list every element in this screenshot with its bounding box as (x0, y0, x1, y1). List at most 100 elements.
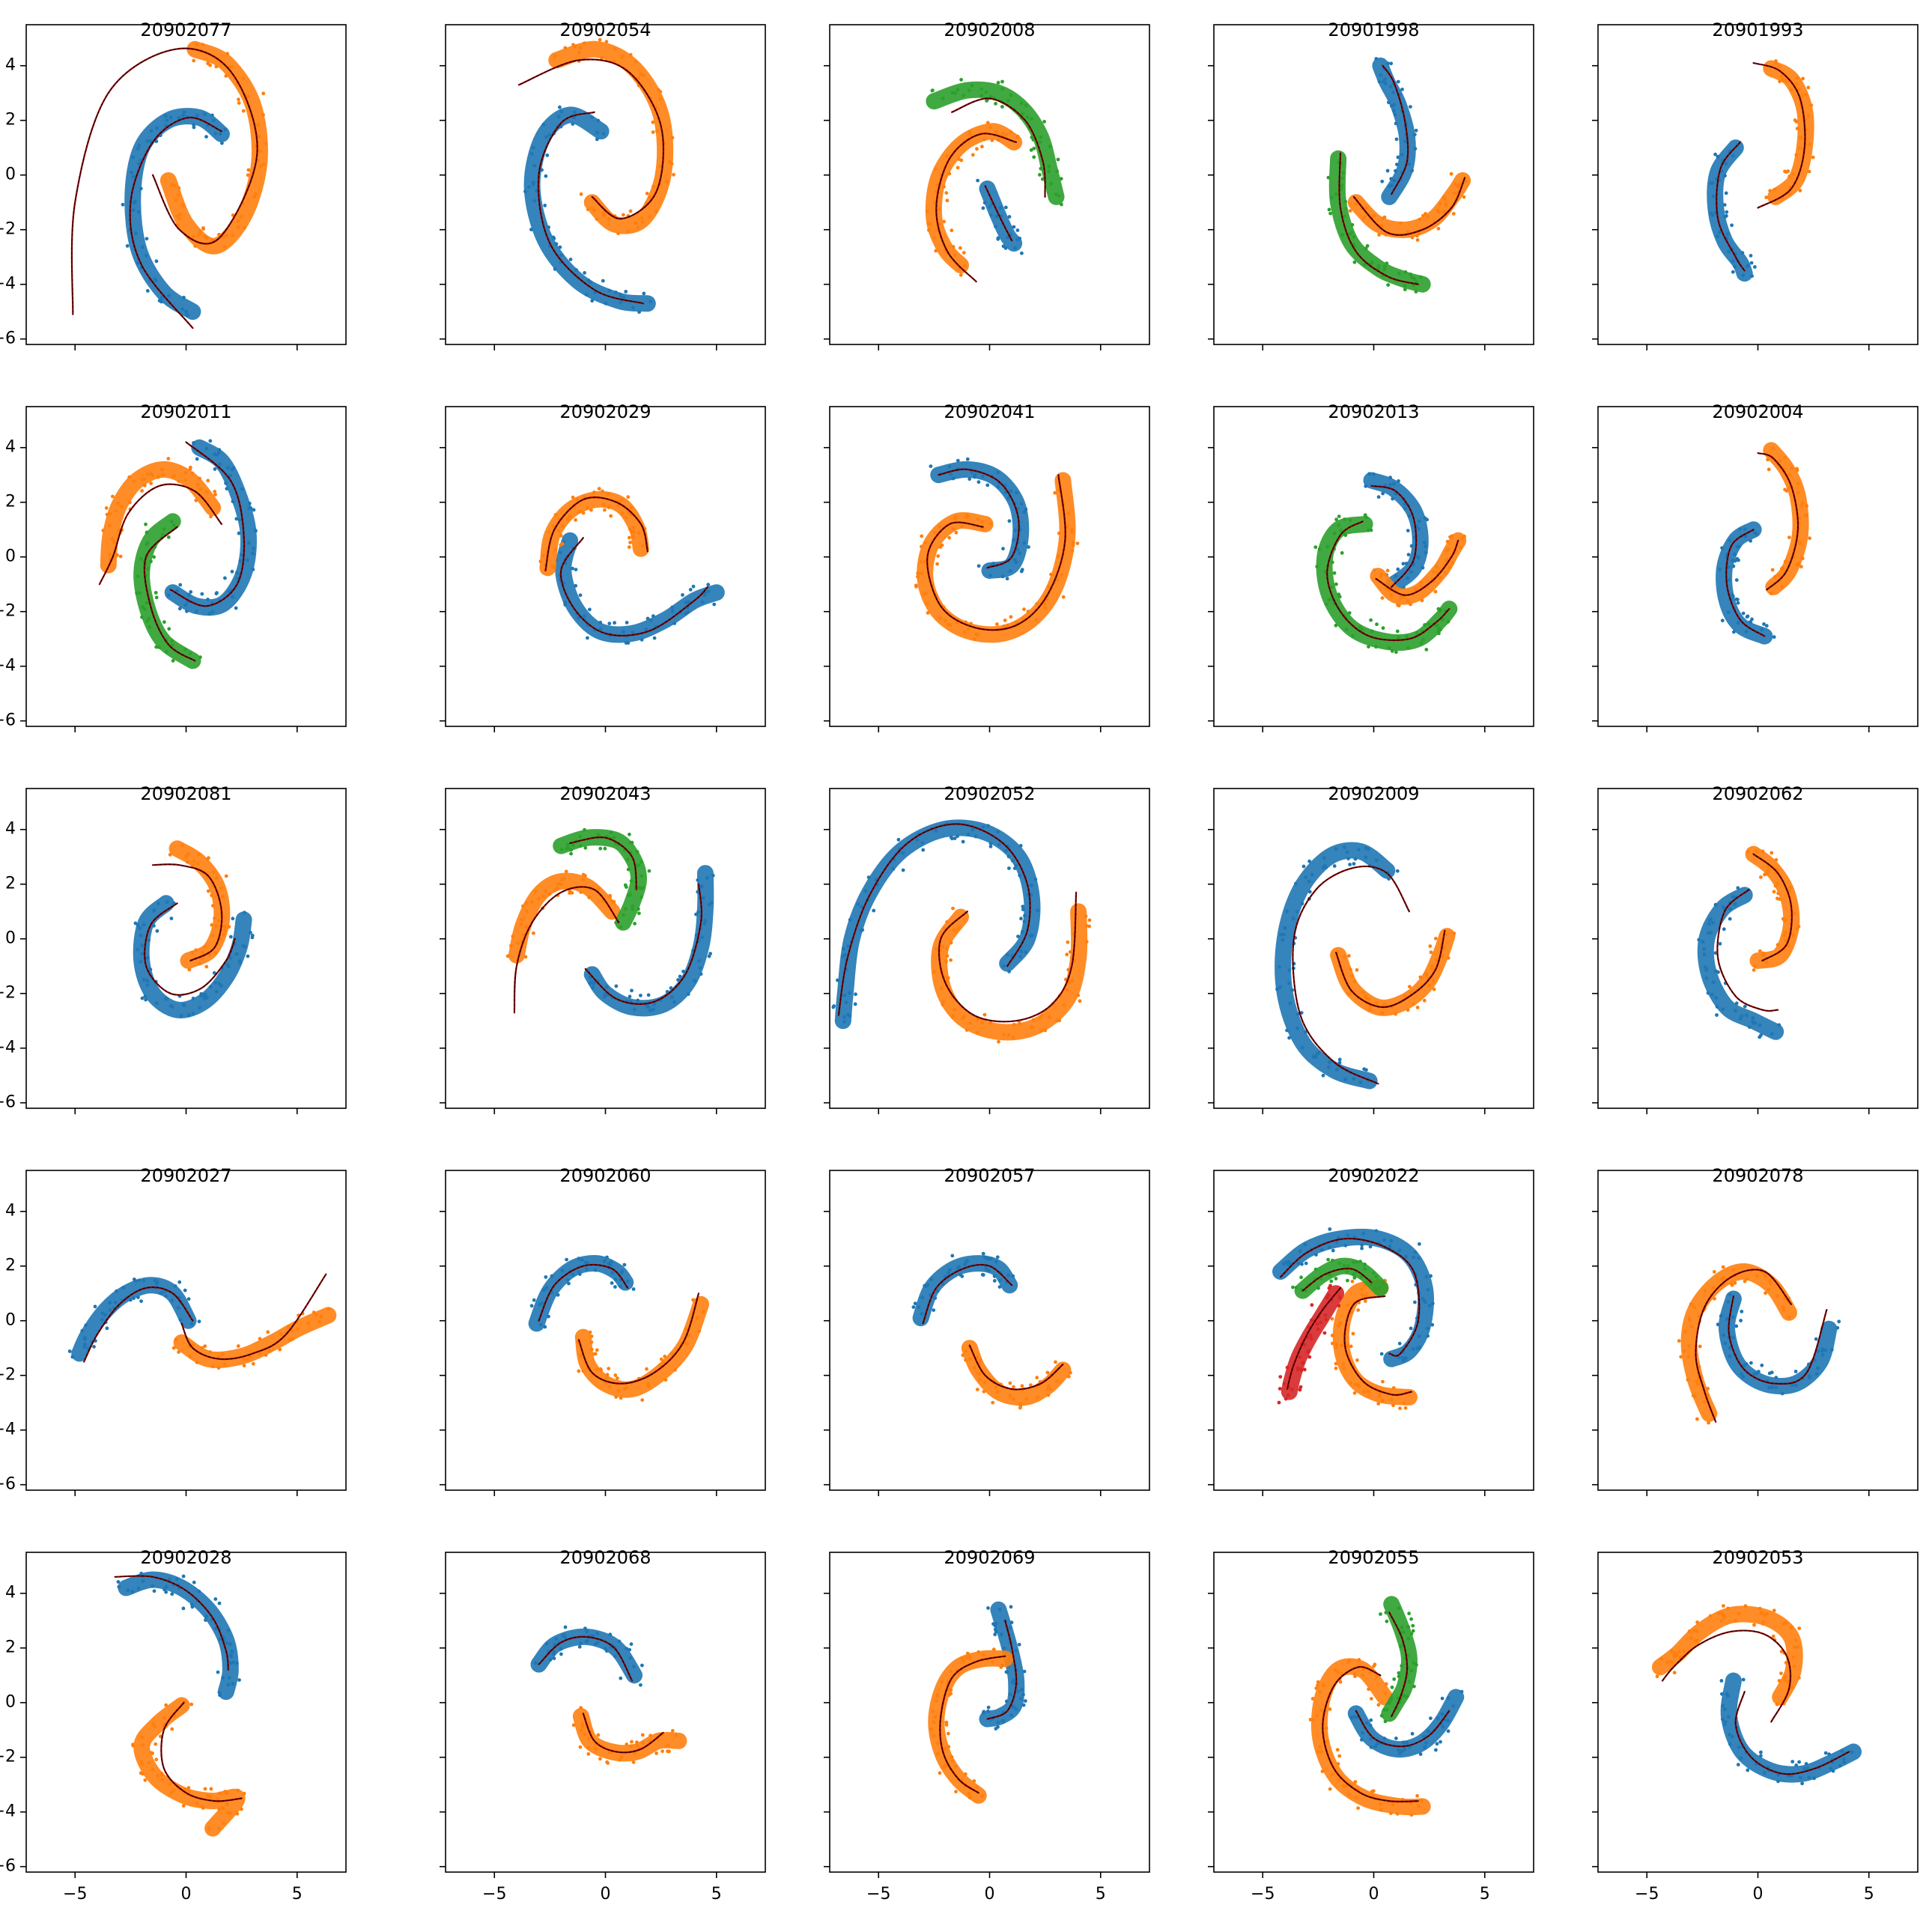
data-point (168, 1782, 172, 1787)
data-point (842, 953, 847, 957)
data-point (932, 235, 936, 240)
data-point (639, 994, 643, 997)
data-point (629, 506, 633, 510)
data-point (140, 477, 145, 481)
plot-area (914, 457, 1080, 643)
data-point (1794, 563, 1799, 567)
data-point (1736, 621, 1740, 625)
data-point (173, 1284, 177, 1288)
data-point (586, 1752, 591, 1756)
data-point (1287, 968, 1292, 973)
data-point (962, 251, 966, 255)
plot-area (1707, 59, 1815, 282)
data-point (577, 1257, 581, 1260)
data-point (1007, 866, 1011, 870)
data-point (1380, 1399, 1385, 1403)
data-point (1330, 1334, 1334, 1337)
data-point (1368, 1723, 1373, 1728)
data-point (1407, 1611, 1411, 1616)
data-point (509, 944, 513, 948)
data-point (1299, 1275, 1303, 1280)
data-point (1759, 1611, 1764, 1615)
data-point (1307, 1355, 1312, 1359)
subplot-title: 20902078 (1712, 1165, 1803, 1186)
data-point (1338, 1680, 1343, 1684)
data-point (988, 1021, 993, 1025)
data-point (1378, 1286, 1382, 1289)
data-point (1300, 1262, 1304, 1266)
subplot-title: 20902011 (140, 401, 231, 422)
data-point (1406, 1636, 1411, 1641)
data-point (965, 513, 969, 517)
data-point (1000, 105, 1004, 109)
data-point (693, 979, 697, 983)
fit-line-dash (1376, 540, 1459, 596)
data-point (979, 520, 984, 524)
data-point (1395, 162, 1399, 167)
data-point (651, 130, 655, 134)
data-point (1759, 1750, 1763, 1755)
data-point (1406, 229, 1410, 234)
data-point (1759, 875, 1763, 879)
data-point (951, 245, 956, 249)
data-point (1413, 147, 1418, 151)
data-point (601, 132, 606, 136)
data-point (1417, 1256, 1421, 1260)
data-point (588, 607, 592, 612)
data-point (1319, 1708, 1323, 1713)
data-point (1359, 1275, 1364, 1279)
data-point (1383, 1003, 1388, 1006)
data-point (230, 467, 234, 472)
data-point (981, 1251, 985, 1256)
fit-line-dash (969, 1345, 1063, 1390)
data-point (632, 526, 636, 530)
data-point (622, 295, 626, 300)
data-point (654, 129, 659, 133)
arm-band (1716, 521, 1773, 645)
data-point (1412, 277, 1417, 281)
data-point (238, 559, 243, 563)
data-point (1307, 890, 1312, 894)
data-point (144, 522, 148, 526)
plot-area (70, 40, 268, 329)
data-point (521, 932, 526, 937)
data-point (1325, 1740, 1329, 1743)
data-point (1057, 194, 1061, 198)
data-point (1808, 1376, 1812, 1380)
data-point (1018, 237, 1022, 240)
data-point (224, 874, 228, 878)
data-point (1046, 1384, 1051, 1388)
data-point (696, 890, 700, 894)
data-point (152, 923, 156, 928)
data-point (1720, 1717, 1725, 1722)
data-point (1383, 483, 1388, 487)
data-point (164, 1703, 168, 1707)
data-point (189, 465, 192, 470)
data-point (640, 544, 645, 548)
data-point (192, 441, 195, 445)
data-point (1840, 1749, 1844, 1754)
fit-line-dash (1280, 1238, 1420, 1357)
subplot: 20902078 (1592, 1165, 1919, 1496)
data-point (145, 619, 150, 623)
data-point (559, 882, 563, 887)
x-tick-label: −5 (1251, 1885, 1275, 1904)
data-point (705, 876, 709, 880)
data-point (1387, 100, 1391, 105)
data-point (145, 979, 150, 983)
data-point (208, 1795, 213, 1799)
data-point (191, 863, 195, 868)
data-point (923, 541, 927, 545)
subplot-title: 20902043 (559, 783, 651, 804)
data-point (264, 1353, 268, 1357)
data-point (1723, 1722, 1727, 1727)
data-point (933, 530, 938, 535)
data-point (1299, 1368, 1304, 1373)
data-point (1739, 1319, 1743, 1322)
data-point (925, 209, 929, 213)
data-point (610, 1281, 614, 1285)
data-point (156, 475, 160, 479)
data-point (1749, 254, 1753, 258)
data-point (866, 875, 871, 879)
data-point (1719, 1619, 1724, 1623)
